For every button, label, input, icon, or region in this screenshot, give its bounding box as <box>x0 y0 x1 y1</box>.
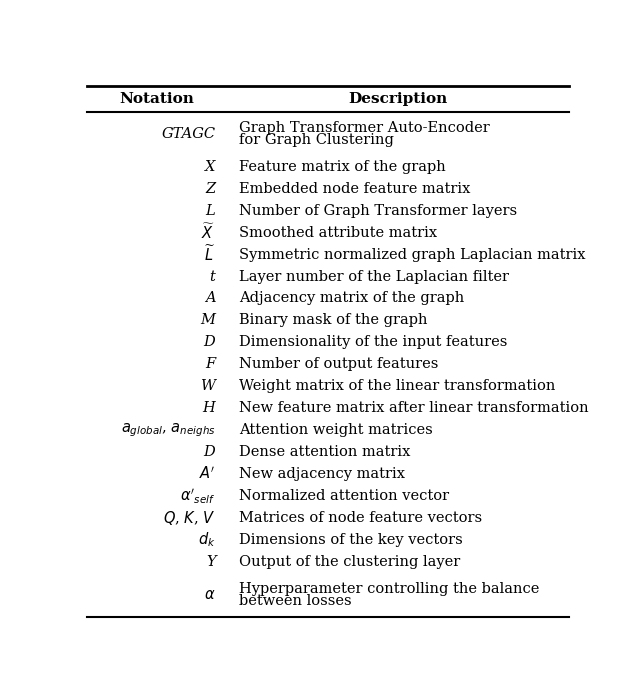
Text: Number of Graph Transformer layers: Number of Graph Transformer layers <box>239 204 517 218</box>
Text: $A'$: $A'$ <box>199 466 216 482</box>
Text: Dimensions of the key vectors: Dimensions of the key vectors <box>239 533 463 547</box>
Text: A: A <box>205 292 216 306</box>
Text: Output of the clustering layer: Output of the clustering layer <box>239 555 460 569</box>
Text: Binary mask of the graph: Binary mask of the graph <box>239 313 428 327</box>
Text: $\alpha$: $\alpha$ <box>204 588 216 602</box>
Text: F: F <box>205 357 216 372</box>
Text: Graph Transformer Auto-Encoder: Graph Transformer Auto-Encoder <box>239 121 490 135</box>
Text: $\widetilde{L}$: $\widetilde{L}$ <box>204 245 216 264</box>
Text: Number of output features: Number of output features <box>239 357 438 372</box>
Text: $\widetilde{X}$: $\widetilde{X}$ <box>201 223 216 242</box>
Text: GTAGC: GTAGC <box>161 127 216 141</box>
Text: Smoothed attribute matrix: Smoothed attribute matrix <box>239 226 437 239</box>
Text: t: t <box>209 269 216 283</box>
Text: New adjacency matrix: New adjacency matrix <box>239 467 404 481</box>
Text: H: H <box>203 401 216 416</box>
Text: X: X <box>205 160 216 174</box>
Text: D: D <box>204 445 216 459</box>
Text: $Q$, $K$, $V$: $Q$, $K$, $V$ <box>163 509 216 527</box>
Text: L: L <box>205 204 216 218</box>
Text: Notation: Notation <box>120 92 195 106</box>
Text: Attention weight matrices: Attention weight matrices <box>239 423 433 437</box>
Text: between losses: between losses <box>239 594 351 608</box>
Text: $a_{global}$, $a_{neighs}$: $a_{global}$, $a_{neighs}$ <box>121 421 216 439</box>
Text: Dense attention matrix: Dense attention matrix <box>239 445 410 459</box>
Text: New feature matrix after linear transformation: New feature matrix after linear transfor… <box>239 401 588 416</box>
Text: Z: Z <box>205 182 216 196</box>
Text: D: D <box>204 335 216 349</box>
Text: W: W <box>200 379 216 393</box>
Text: $d_k$: $d_k$ <box>198 530 216 549</box>
Text: Hyperparameter controlling the balance: Hyperparameter controlling the balance <box>239 582 539 596</box>
Text: Description: Description <box>348 92 447 106</box>
Text: $\alpha'_{self}$: $\alpha'_{self}$ <box>180 487 216 506</box>
Text: Embedded node feature matrix: Embedded node feature matrix <box>239 182 470 196</box>
Text: Symmetric normalized graph Laplacian matrix: Symmetric normalized graph Laplacian mat… <box>239 248 585 262</box>
Text: for Graph Clustering: for Graph Clustering <box>239 132 394 147</box>
Text: Weight matrix of the linear transformation: Weight matrix of the linear transformati… <box>239 379 555 393</box>
Text: Adjacency matrix of the graph: Adjacency matrix of the graph <box>239 292 464 306</box>
Text: Y: Y <box>206 555 216 569</box>
Text: M: M <box>200 313 216 327</box>
Text: Normalized attention vector: Normalized attention vector <box>239 489 449 503</box>
Text: Matrices of node feature vectors: Matrices of node feature vectors <box>239 511 482 525</box>
Text: Feature matrix of the graph: Feature matrix of the graph <box>239 160 445 174</box>
Text: Dimensionality of the input features: Dimensionality of the input features <box>239 335 507 349</box>
Text: Layer number of the Laplacian filter: Layer number of the Laplacian filter <box>239 269 509 283</box>
